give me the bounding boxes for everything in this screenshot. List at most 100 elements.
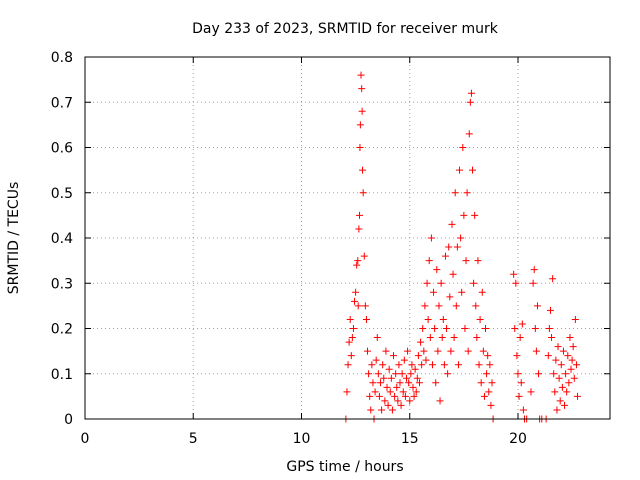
y-tick-label: 0.1 [51, 367, 73, 383]
data-point [446, 293, 454, 301]
data-point [369, 379, 377, 387]
data-point [461, 325, 469, 332]
data-point [574, 392, 582, 400]
data-point [456, 166, 464, 174]
y-tick-label: 0.8 [51, 50, 73, 66]
data-point [356, 211, 364, 219]
data-point [486, 361, 494, 369]
data-point [451, 189, 459, 197]
data-point [563, 388, 571, 396]
data-point [557, 361, 565, 369]
grid-lines [85, 57, 610, 419]
data-point [559, 347, 567, 355]
data-point [386, 388, 394, 396]
data-point [402, 374, 410, 382]
data-point [374, 370, 382, 378]
y-tick-label: 0.5 [51, 186, 73, 202]
data-point [388, 406, 396, 414]
data-point [380, 374, 388, 382]
data-point [426, 334, 434, 342]
data-point [512, 279, 520, 287]
data-point [516, 334, 524, 342]
data-point [472, 302, 480, 310]
y-tick-label: 0.3 [51, 276, 73, 292]
data-point [475, 361, 483, 369]
data-point [567, 365, 575, 373]
data-point [372, 356, 380, 364]
data-point [422, 356, 430, 364]
data-point [533, 302, 541, 310]
data-point [430, 288, 438, 296]
data-point [378, 406, 386, 414]
data-point [362, 315, 370, 323]
y-axis-label: SRMTID / TECUs [6, 182, 22, 295]
data-point [544, 352, 552, 360]
data-point [535, 370, 543, 378]
data-point [419, 325, 427, 332]
data-point [469, 166, 477, 174]
data-point [566, 334, 574, 342]
data-point [364, 347, 372, 355]
data-point [470, 279, 478, 287]
x-tick-label: 0 [81, 431, 90, 447]
data-point [444, 370, 452, 378]
data-point [355, 225, 363, 233]
data-point [441, 252, 449, 260]
data-point [466, 98, 474, 106]
data-point [356, 144, 364, 151]
data-point [476, 315, 484, 323]
data-point [551, 388, 559, 396]
data-point [365, 370, 373, 378]
data-point [383, 383, 391, 391]
data-point [511, 325, 519, 332]
data-point [356, 121, 364, 129]
data-point [381, 397, 389, 405]
data-point [549, 275, 557, 283]
data-point [554, 343, 562, 351]
data-point [421, 302, 429, 310]
data-point [418, 361, 426, 369]
data-point [379, 361, 387, 369]
data-point [548, 334, 556, 342]
data-point [452, 302, 460, 310]
data-point [482, 325, 490, 332]
data-point [555, 374, 563, 382]
data-point [553, 406, 561, 414]
data-point [532, 347, 540, 355]
data-point [464, 347, 472, 355]
data-point [404, 347, 412, 355]
data-point [367, 406, 375, 414]
data-point [445, 243, 453, 251]
data-point [359, 189, 367, 197]
data-point [517, 379, 525, 387]
x-tick-label: 10 [293, 431, 311, 447]
data-point [568, 356, 576, 364]
x-tick-label: 5 [189, 431, 198, 447]
data-point [460, 211, 468, 219]
data-point [556, 397, 564, 405]
y-axis-ticks: 0 0.1 0.2 0.3 0.4 0.5 0.6 0.7 0.8 [51, 50, 610, 428]
data-point [561, 401, 569, 409]
data-point [344, 361, 352, 369]
data-point [474, 257, 482, 265]
data-point [412, 388, 420, 396]
data-point [347, 352, 355, 360]
data-point [401, 392, 409, 400]
data-point [529, 279, 537, 287]
data-point [572, 361, 580, 369]
data-point [479, 347, 487, 355]
x-axis-label: GPS time / hours [286, 459, 403, 475]
data-point [477, 379, 485, 387]
data-point [423, 279, 431, 287]
data-point [571, 315, 579, 323]
y-tick-label: 0.7 [51, 95, 73, 111]
data-point [527, 388, 535, 396]
data-point [437, 279, 445, 287]
data-point [447, 347, 455, 355]
data-point [385, 365, 393, 373]
y-tick-label: 0.4 [51, 231, 73, 247]
data-point [358, 85, 366, 93]
data-point [519, 406, 527, 414]
data-point [436, 397, 444, 405]
